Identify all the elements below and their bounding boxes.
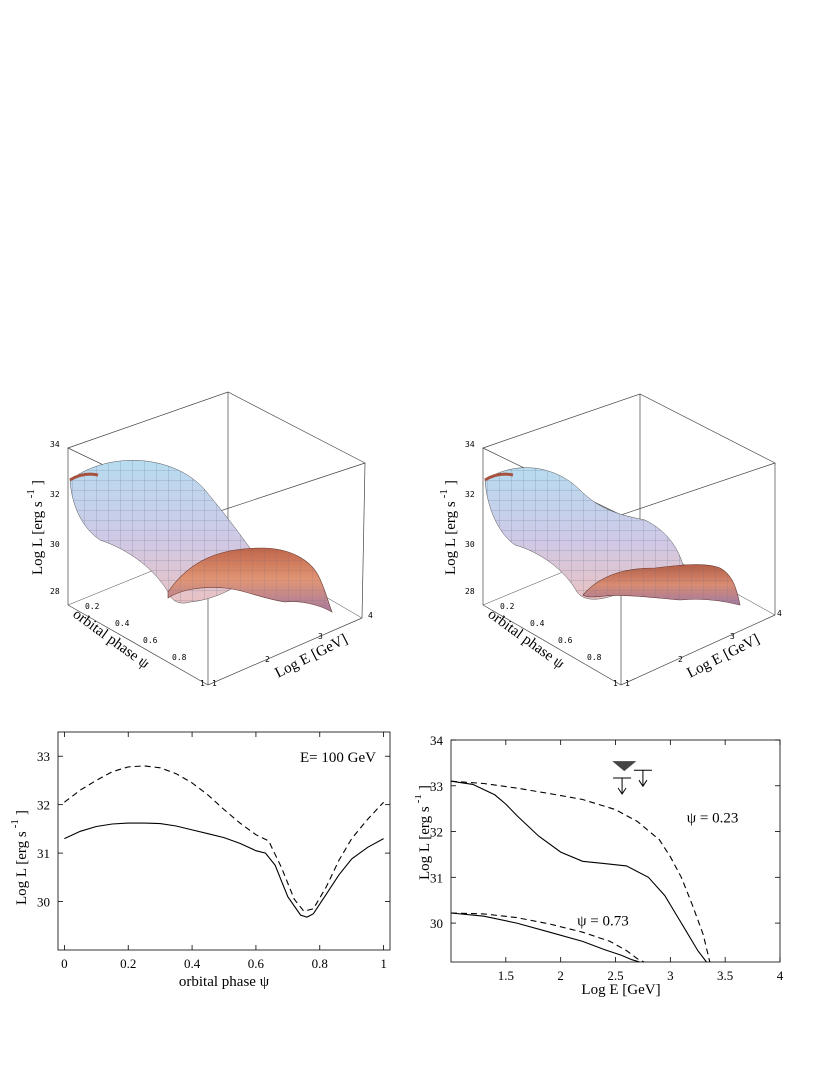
plot-frame: [57, 731, 391, 951]
x-tick-label: 0.6: [248, 956, 265, 971]
surface-plot-left: 34 32 30 28 0.2 0.4 0.6 0.8 1 1 2 3 4 Lo…: [0, 380, 415, 700]
x-tick-label: 0: [61, 956, 68, 971]
surface-left-svg: 34 32 30 28 0.2 0.4 0.6 0.8 1 1 2 3 4 Lo…: [25, 391, 373, 688]
upper-limit-arrow: [617, 787, 627, 795]
series-line-solid: [64, 822, 384, 918]
x-tick-label: 2.5: [607, 968, 623, 983]
phase-curve-svg: 0 0.2 0.4 0.6 0.8 1 30 31 32 33 E= 100 GeV orbit…: [9, 731, 391, 990]
surface-left-edge: [69, 472, 99, 482]
y-tick-label: 33: [37, 749, 50, 764]
y-tick-label: 31: [430, 870, 443, 885]
energy-tick-2: 2: [265, 655, 270, 664]
z-axis-label: Log L [erg s-1]: [438, 480, 459, 575]
z-tick-30: 30: [50, 540, 60, 549]
y-axis-label: Log L [erg s-1]: [9, 810, 30, 905]
surface-blue-mesh: [485, 467, 683, 600]
label-psi-0.73: ψ = 0.73: [577, 913, 629, 929]
phase-tick-0.2: 0.2: [500, 602, 515, 611]
x-tick-label: 2: [557, 968, 564, 983]
z-tick-32: 32: [50, 490, 60, 499]
surface-orange-mesh: [583, 564, 740, 605]
phase-tick-1: 1: [200, 679, 205, 688]
y-axis-label: Log L [erg s-1]: [415, 785, 433, 880]
phase-tick-0.4: 0.4: [115, 619, 130, 628]
phase-tick-0.4: 0.4: [530, 619, 545, 628]
y-tick-label: 30: [430, 916, 443, 931]
phase-axis-label: orbital phase ψ: [485, 606, 568, 672]
z-tick-30: 30: [465, 540, 475, 549]
x-tick-label: 0.8: [312, 956, 328, 971]
spectrum-chart: 1.5 2 2.5 3 3.5 4 30 31 32 33 34 ψ = 0.23 ψ = 0.7…: [412, 720, 830, 1000]
x-tick-label: 0.4: [184, 956, 201, 971]
phase-tick-0.8: 0.8: [587, 653, 602, 662]
energy-tick-1: 1: [625, 679, 630, 688]
y-tick-label: 30: [37, 895, 50, 910]
series-line-psi0.73-solid: [450, 912, 640, 963]
series-line-psi0.23-solid: [450, 780, 707, 963]
phase-tick-0.6: 0.6: [558, 636, 573, 645]
phase-tick-0.6: 0.6: [143, 636, 158, 645]
energy-tick-3: 3: [730, 632, 735, 641]
x-tick-label: 4: [777, 968, 784, 983]
z-axis-label: Log L [erg s-1]: [25, 480, 46, 575]
surface-left-edge: [484, 472, 514, 482]
y-tick-label: 34: [430, 733, 444, 748]
upper-limit-triangle: [612, 761, 637, 772]
x-tick-label: 1.5: [498, 968, 514, 983]
energy-annotation: E= 100 GeV: [300, 750, 376, 766]
series-line-psi0.73-dashed: [450, 912, 645, 963]
x-tick-label: 3: [667, 968, 674, 983]
phase-tick-1: 1: [613, 679, 618, 688]
energy-tick-2: 2: [678, 655, 683, 664]
upper-limit-arrow: [638, 779, 648, 788]
label-psi-0.23: ψ = 0.23: [687, 810, 739, 826]
z-tick-28: 28: [465, 587, 475, 596]
phase-curve-chart: 0 0.2 0.4 0.6 0.8 1 30 31 32 33 E= 100 GeV orbit…: [0, 720, 415, 990]
y-tick-label: 32: [37, 798, 50, 813]
x-tick-label: 0.2: [120, 956, 136, 971]
z-tick-28: 28: [50, 587, 60, 596]
x-axis-label: orbital phase ψ: [179, 974, 270, 990]
energy-tick-4: 4: [777, 609, 782, 618]
phase-axis-label: orbital phase ψ: [70, 606, 153, 672]
energy-tick-3: 3: [318, 632, 323, 641]
energy-axis-label: Log E [GeV]: [685, 631, 763, 681]
y-tick-label: 31: [37, 846, 50, 861]
z-tick-34: 34: [465, 440, 475, 449]
y-tick-label: 33: [430, 779, 443, 794]
surface-right-svg: 34 32 30 28 0.2 0.4 0.6 0.8 1 1 2 3 4 Lo…: [438, 393, 782, 688]
energy-tick-4: 4: [368, 611, 373, 620]
x-axis-label: Log E [GeV]: [581, 982, 660, 998]
series-line-psi0.23-dashed: [450, 780, 711, 963]
series-line-dashed: [64, 765, 385, 912]
phase-tick-0.2: 0.2: [85, 602, 100, 611]
z-tick-32: 32: [465, 490, 475, 499]
energy-axis-label: Log E [GeV]: [273, 631, 351, 681]
energy-tick-1: 1: [212, 679, 217, 688]
x-tick-label: 3.5: [717, 968, 733, 983]
spectrum-svg: 1.5 2 2.5 3 3.5 4 30 31 32 33 34 ψ = 0.23 ψ = 0.7…: [412, 733, 784, 998]
x-tick-label: 1: [380, 956, 387, 971]
y-tick-label: 32: [430, 825, 443, 840]
surface-plot-right: 34 32 30 28 0.2 0.4 0.6 0.8 1 1 2 3 4 Lo…: [415, 380, 830, 700]
surface-orange-mesh: [168, 548, 332, 612]
phase-tick-0.8: 0.8: [172, 653, 187, 662]
z-tick-34: 34: [50, 440, 60, 449]
